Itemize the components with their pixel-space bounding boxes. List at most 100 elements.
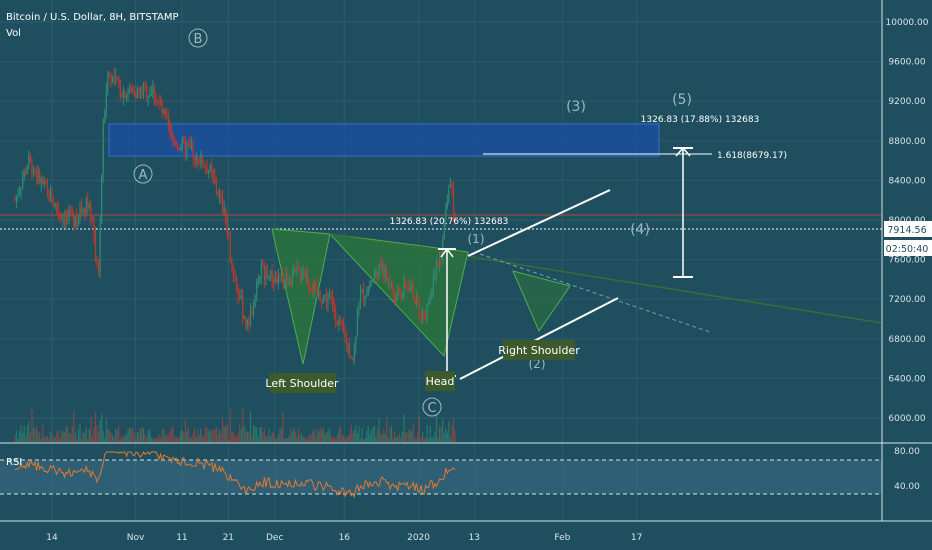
candle-body bbox=[246, 319, 248, 327]
volume-bar bbox=[138, 432, 140, 442]
volume-bar bbox=[311, 431, 314, 442]
candle-body bbox=[166, 116, 168, 119]
dashed-projection-line bbox=[479, 253, 711, 333]
volume-bar bbox=[279, 428, 281, 442]
candle-body bbox=[54, 203, 56, 207]
volume-bar bbox=[192, 432, 194, 442]
volume-bar bbox=[327, 430, 329, 442]
candle-body bbox=[412, 284, 414, 300]
candle-body bbox=[82, 209, 84, 213]
volume-bar bbox=[142, 427, 145, 442]
volume-bar bbox=[85, 427, 87, 442]
volume-bar bbox=[136, 432, 138, 442]
candle-body bbox=[116, 77, 118, 79]
volume-bar bbox=[262, 431, 264, 442]
candle-body bbox=[384, 267, 386, 278]
time-axis[interactable]: 14 Nov 11 21 Dec 16 2020 13 Feb 17 bbox=[0, 520, 932, 543]
candle-body bbox=[327, 298, 329, 303]
right-shoulder-triangle bbox=[512, 270, 571, 333]
candle-body bbox=[322, 296, 324, 303]
volume-bar bbox=[152, 438, 154, 442]
candle-body bbox=[395, 293, 397, 303]
volume-bar bbox=[63, 432, 66, 442]
wave-2-label: (2) bbox=[529, 357, 546, 371]
candle-body bbox=[355, 336, 357, 348]
candle-body bbox=[407, 288, 410, 291]
candle-body bbox=[175, 142, 177, 147]
volume-bar bbox=[115, 428, 117, 442]
candle-body bbox=[147, 95, 149, 98]
candle-body bbox=[142, 85, 145, 96]
candle-body bbox=[378, 263, 380, 280]
candle-body bbox=[429, 296, 431, 302]
candle-body bbox=[307, 274, 309, 284]
volume-bar bbox=[283, 438, 286, 442]
volume-bar bbox=[392, 437, 394, 442]
candle-body bbox=[156, 100, 159, 102]
volume-bar bbox=[243, 426, 245, 442]
volume-bar bbox=[263, 428, 266, 442]
candle-body bbox=[352, 358, 354, 360]
candle-body bbox=[65, 213, 67, 223]
left-shoulder-text: Left Shoulder bbox=[265, 377, 339, 390]
volume-bar bbox=[71, 426, 73, 442]
candle-body bbox=[209, 165, 211, 171]
candle-body bbox=[228, 233, 230, 236]
chart-title: Bitcoin / U.S. Dollar, 8H, BITSTAMP bbox=[6, 12, 179, 23]
volume-bar bbox=[257, 437, 259, 442]
volume-bar bbox=[166, 434, 168, 442]
candle-body bbox=[93, 221, 95, 236]
candle-body bbox=[101, 174, 103, 223]
candle-body bbox=[76, 217, 78, 226]
volume-bar bbox=[287, 438, 289, 442]
candle-body bbox=[256, 281, 258, 295]
fib-level-text: 1.618(8679.17) bbox=[717, 151, 787, 161]
volume-bar bbox=[254, 426, 256, 442]
volume-bar bbox=[423, 438, 425, 442]
volume-bar bbox=[156, 438, 159, 442]
candle-body bbox=[161, 106, 163, 113]
candle-body bbox=[66, 213, 69, 218]
volume-bar bbox=[59, 437, 61, 442]
volume-bar bbox=[404, 432, 407, 442]
volume-bar bbox=[242, 408, 244, 442]
candle-body bbox=[448, 185, 450, 202]
volume-bar bbox=[31, 408, 33, 442]
volume-bar bbox=[321, 429, 323, 442]
candle-body bbox=[404, 282, 407, 287]
candle-body bbox=[136, 87, 138, 99]
price-axis[interactable]: 10000.009600.009200.008800.008400.008000… bbox=[881, 0, 932, 521]
volume-bar bbox=[149, 428, 151, 442]
volume-bar bbox=[39, 433, 41, 442]
volume-bar bbox=[363, 438, 365, 442]
volume-bar bbox=[84, 432, 86, 442]
volume-bar bbox=[181, 430, 183, 442]
volume-bar bbox=[431, 437, 433, 442]
candle-body bbox=[400, 292, 402, 297]
volume-bar bbox=[104, 438, 106, 442]
candle-body bbox=[361, 290, 363, 293]
volume-bar bbox=[386, 417, 388, 442]
candle-body bbox=[181, 139, 183, 149]
volume-bar bbox=[88, 428, 90, 442]
candle-body bbox=[372, 280, 374, 283]
volume-bar bbox=[372, 427, 374, 442]
volume-bar bbox=[350, 425, 352, 442]
candle-body bbox=[440, 256, 442, 259]
candle-body bbox=[32, 169, 35, 174]
candle-body bbox=[194, 157, 196, 161]
volume-bar bbox=[164, 435, 166, 442]
wave-5-label: (5) bbox=[672, 92, 692, 108]
volume-bar bbox=[409, 429, 411, 442]
volume-bar bbox=[144, 434, 146, 442]
candle-body bbox=[23, 171, 25, 180]
volume-bar bbox=[206, 427, 208, 442]
candle-body bbox=[186, 144, 188, 155]
volume-bar bbox=[119, 438, 121, 442]
volume-bar bbox=[116, 430, 118, 442]
volume-bar bbox=[310, 434, 312, 442]
candle-body bbox=[381, 264, 383, 268]
volume-bar bbox=[48, 438, 50, 442]
